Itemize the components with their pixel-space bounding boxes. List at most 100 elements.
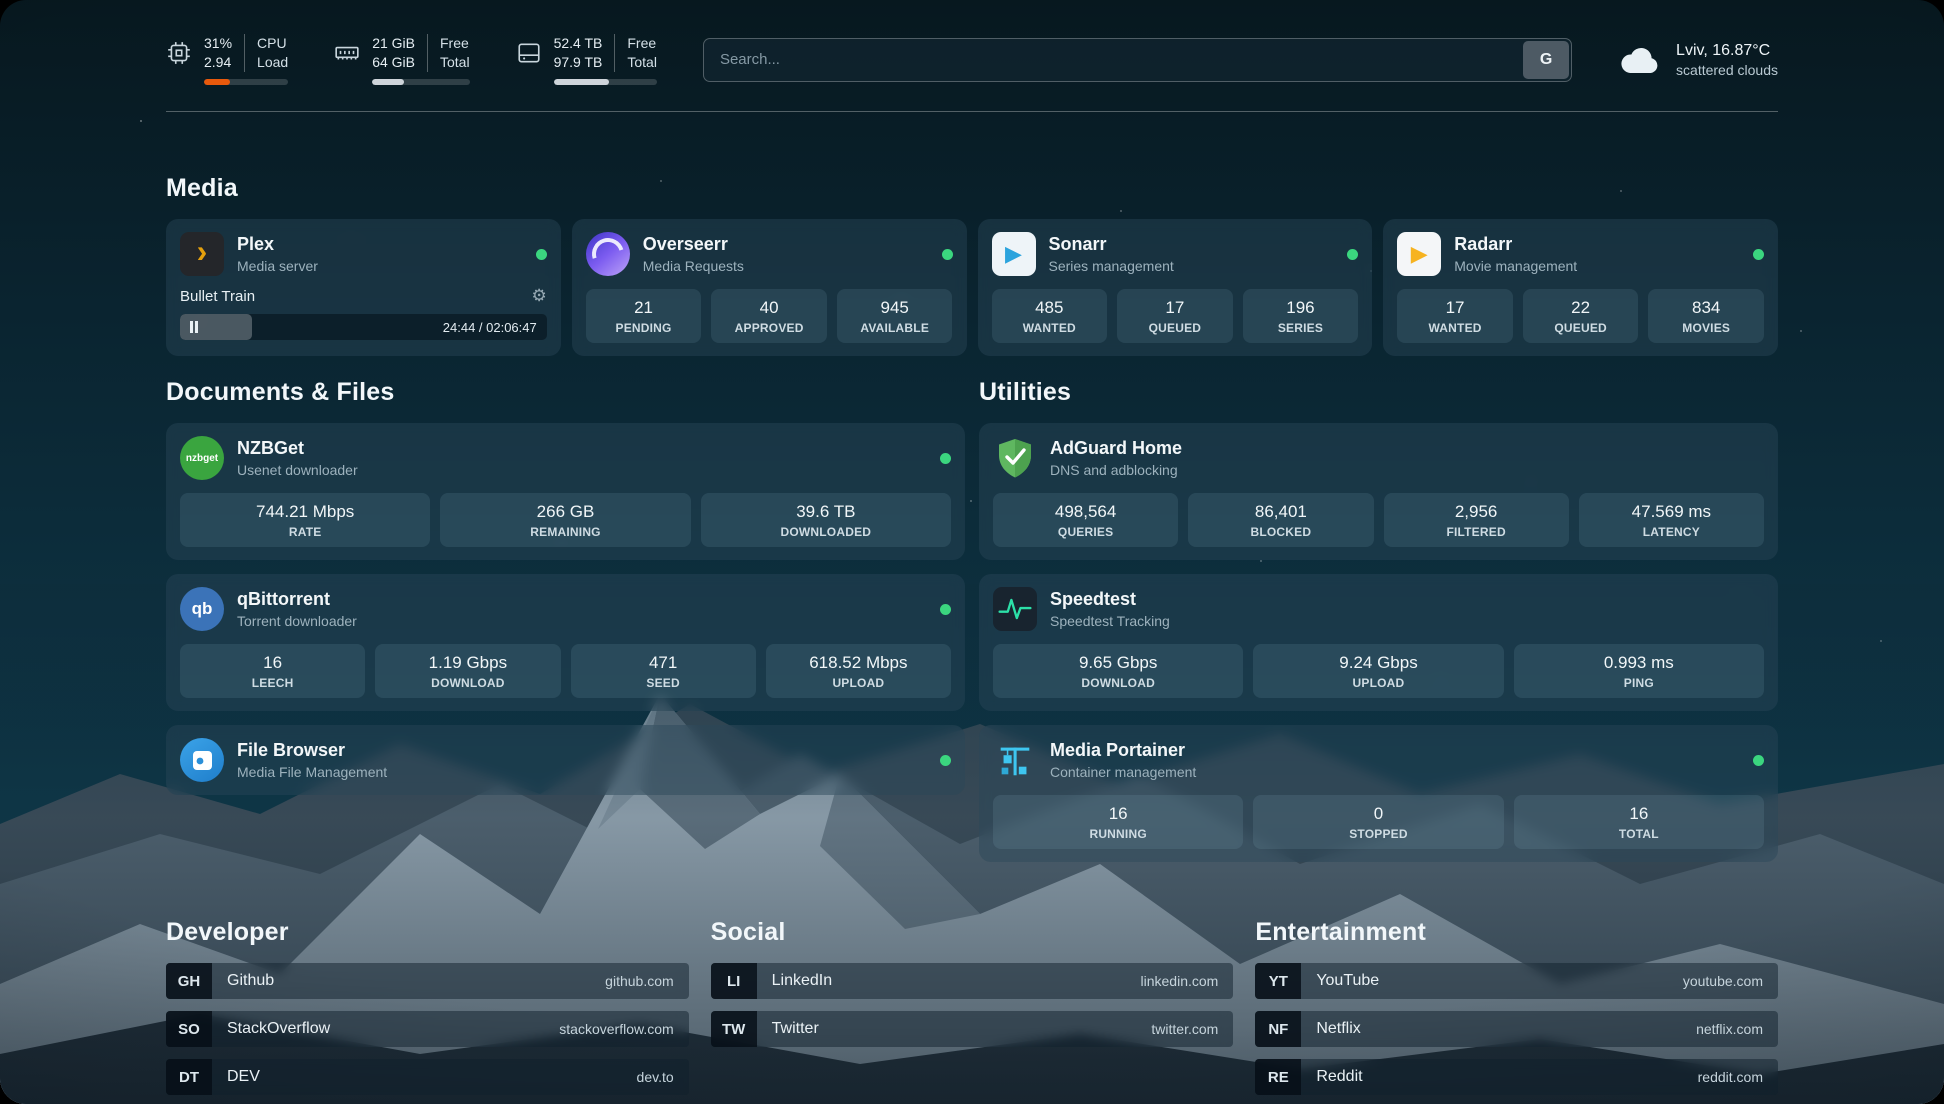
disk-metric: 52.4 TB 97.9 TB Free Total: [516, 34, 657, 85]
app-card-plex[interactable]: › Plex Media server Bullet Train ⚙: [166, 219, 561, 356]
status-dot: [941, 248, 953, 260]
stat-box: 0 STOPPED: [1253, 795, 1504, 849]
stat-box: 834 MOVIES: [1648, 289, 1764, 343]
app-card-adguard[interactable]: AdGuard Home DNS and adblocking 498,564 Q…: [979, 423, 1778, 560]
netflix-badge-icon: NF: [1255, 1011, 1302, 1047]
status-dot: [1753, 248, 1764, 260]
status-dot: [940, 603, 951, 615]
app-card-qbittorrent[interactable]: qb qBittorrent Torrent downloader 16 LEEC…: [166, 574, 965, 711]
ram-meter: [372, 79, 470, 85]
section-entertainment: Entertainment YT YouTube youtube.com NF …: [1255, 918, 1778, 1095]
app-card-filebrowser[interactable]: File Browser Media File Management: [166, 725, 965, 795]
stat-box: 945 AVAILABLE: [836, 289, 953, 343]
cpu-metric: 31% 2.94 CPU Load: [166, 34, 289, 85]
section-social: Social LI LinkedIn linkedin.com TW Twitt…: [710, 918, 1234, 1095]
section-documents: Documents & Files nzbget NZBGet Usenet d…: [166, 378, 965, 862]
app-card-radarr[interactable]: ▶ Radarr Movie management 17 WANTED 22 QUE…: [1383, 219, 1778, 356]
link-github[interactable]: GH Github github.com: [166, 963, 689, 999]
ram-values: 21 GiB 64 GiB: [372, 35, 415, 70]
cpu-icon: [168, 42, 190, 64]
stat-box: 2,956 FILTERED: [1383, 493, 1569, 547]
stat-box: 17 QUEUED: [1117, 289, 1233, 343]
github-badge-icon: GH: [166, 963, 212, 999]
adguard-icon: [993, 436, 1037, 480]
developer-title: Developer: [166, 918, 289, 946]
stat-box: 40 APPROVED: [711, 289, 827, 343]
disk-icon: [518, 43, 540, 63]
stackoverflow-badge-icon: SO: [166, 1011, 212, 1047]
search-input[interactable]: [702, 37, 1573, 82]
link-netflix[interactable]: NF Netflix netflix.com: [1255, 1011, 1778, 1047]
link-reddit[interactable]: RE Reddit reddit.com: [1255, 1059, 1778, 1095]
link-linkedin[interactable]: LI LinkedIn linkedin.com: [710, 963, 1234, 999]
ram-labels: Free Total: [427, 34, 470, 72]
stat-box: 17 WANTED: [1397, 289, 1513, 343]
status-dot: [940, 452, 951, 464]
stat-box: 471 SEED: [570, 644, 756, 698]
link-stackoverflow[interactable]: SO StackOverflow stackoverflow.com: [166, 1011, 689, 1047]
disk-values: 52.4 TB 97.9 TB: [553, 35, 603, 70]
section-media: Media › Plex Media server Bullet Train ⚙: [166, 174, 1778, 356]
stat-box: 86,401 BLOCKED: [1188, 493, 1374, 547]
overseerr-icon: [585, 232, 630, 276]
youtube-badge-icon: YT: [1255, 963, 1302, 999]
app-card-speedtest[interactable]: Speedtest Speedtest Tracking 9.65 Gbps DO…: [979, 574, 1778, 711]
status-dot: [1347, 248, 1359, 260]
stat-box: 1.19 Gbps DOWNLOAD: [375, 644, 561, 698]
cloud-icon: [1621, 47, 1658, 73]
stat-box: 39.6 TB DOWNLOADED: [700, 493, 951, 547]
disk-labels: Free Total: [614, 34, 657, 72]
ram-icon: [335, 46, 359, 60]
stat-box: 47.569 ms LATENCY: [1578, 493, 1764, 547]
top-bar: 31% 2.94 CPU Load 21 GiB 64: [166, 0, 1778, 85]
nzbget-icon: nzbget: [180, 436, 224, 480]
stat-box: 16 TOTAL: [1513, 795, 1764, 849]
dev-badge-icon: DT: [166, 1059, 212, 1095]
app-card-nzbget[interactable]: nzbget NZBGet Usenet downloader 744.21 M…: [166, 423, 965, 560]
stat-box: 618.52 Mbps UPLOAD: [765, 644, 951, 698]
radarr-icon: ▶: [1397, 232, 1442, 276]
app-card-overseerr[interactable]: Overseerr Media Requests 21 PENDING 40 APP…: [571, 219, 967, 356]
stat-box: 744.21 Mbps RATE: [180, 493, 431, 547]
header-divider: [166, 111, 1778, 112]
plex-icon: ›: [180, 232, 224, 276]
status-dot: [1753, 754, 1764, 766]
search-engine-button[interactable]: G: [1523, 40, 1570, 79]
stat-box: 16 LEECH: [180, 644, 366, 698]
ram-metric: 21 GiB 64 GiB Free Total: [334, 34, 470, 85]
pause-icon[interactable]: [190, 321, 198, 333]
app-card-sonarr[interactable]: ▶ Sonarr Series management 485 WANTED 17 Q…: [977, 219, 1373, 356]
stat-box: 21 PENDING: [585, 289, 702, 343]
stat-box: 9.65 Gbps DOWNLOAD: [993, 644, 1244, 698]
section-utilities: Utilities AdGuard Home DNS and adblockin…: [979, 378, 1778, 862]
link-twitter[interactable]: TW Twitter twitter.com: [710, 1011, 1234, 1047]
stat-box: 9.24 Gbps UPLOAD: [1253, 644, 1504, 698]
stat-box: 498,564 QUERIES: [993, 493, 1179, 547]
cpu-meter: [204, 79, 289, 85]
link-youtube[interactable]: YT YouTube youtube.com: [1255, 963, 1778, 999]
filebrowser-icon: [180, 738, 224, 782]
weather-condition: scattered clouds: [1676, 61, 1778, 78]
stat-box: 485 WANTED: [991, 289, 1108, 343]
sonarr-icon: ▶: [991, 232, 1036, 276]
weather-widget: Lviv, 16.87°C scattered clouds: [1618, 42, 1778, 78]
search-bar: G: [702, 37, 1573, 82]
weather-location: Lviv, 16.87°C: [1676, 41, 1771, 59]
cpu-values: 31% 2.94: [204, 35, 233, 70]
disk-meter: [553, 79, 657, 85]
speedtest-icon: [993, 587, 1037, 631]
section-developer: Developer GH Github github.com SO StackO…: [166, 918, 689, 1095]
entertainment-title: Entertainment: [1255, 918, 1427, 946]
status-dot: [940, 754, 951, 766]
utilities-title: Utilities: [979, 378, 1072, 406]
stat-box: 266 GB REMAINING: [440, 493, 691, 547]
social-title: Social: [710, 918, 786, 946]
app-card-portainer[interactable]: Media Portainer Container management 16 R…: [979, 725, 1778, 862]
qbittorrent-icon: qb: [180, 587, 224, 631]
status-dot: [535, 248, 547, 260]
link-dev[interactable]: DT DEV dev.to: [166, 1059, 689, 1095]
gear-icon[interactable]: ⚙: [531, 286, 547, 305]
stat-box: 16 RUNNING: [993, 795, 1244, 849]
playback-progress-bar[interactable]: 24:44 / 02:06:47: [180, 314, 547, 340]
